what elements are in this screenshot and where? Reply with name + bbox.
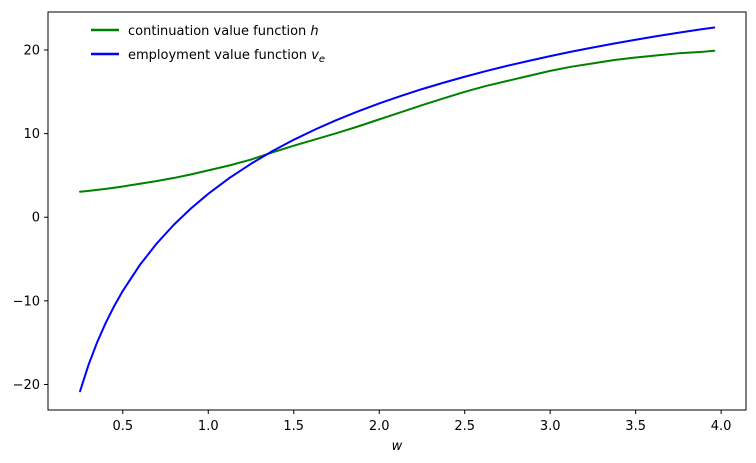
curve-continuation-value [79, 49, 716, 193]
y-tick-label: −20 [13, 378, 40, 393]
legend-label-continuation: continuation value function h [128, 24, 319, 39]
legend-item-employment: employment value function ve [91, 48, 325, 65]
x-tick-label: 2.5 [454, 419, 475, 434]
x-tick-label: 3.0 [540, 419, 561, 434]
y-tick-label: 0 [32, 211, 40, 226]
x-axis-label: w [392, 439, 403, 454]
x-axis-ticks: 0.5 1.0 1.5 2.0 2.5 3.0 3.5 4.0 [112, 410, 731, 434]
legend-item-continuation: continuation value function h [91, 24, 319, 39]
legend: continuation value function h employment… [91, 24, 325, 65]
legend-label-employment: employment value function ve [128, 48, 325, 65]
x-tick-label: 0.5 [112, 419, 133, 434]
plot-curves [79, 26, 716, 393]
x-tick-label: 3.5 [625, 419, 646, 434]
x-tick-label: 4.0 [711, 419, 732, 434]
y-tick-label: −10 [13, 294, 40, 309]
x-tick-label: 1.0 [198, 419, 219, 434]
curve-employment-value [79, 26, 716, 393]
x-tick-label: 2.0 [369, 419, 390, 434]
x-tick-label: 1.5 [283, 419, 304, 434]
y-tick-label: 20 [23, 43, 40, 58]
y-axis-ticks: −20 −10 0 10 20 [13, 43, 48, 393]
y-tick-label: 10 [23, 127, 40, 142]
plot-frame [47, 11, 747, 411]
